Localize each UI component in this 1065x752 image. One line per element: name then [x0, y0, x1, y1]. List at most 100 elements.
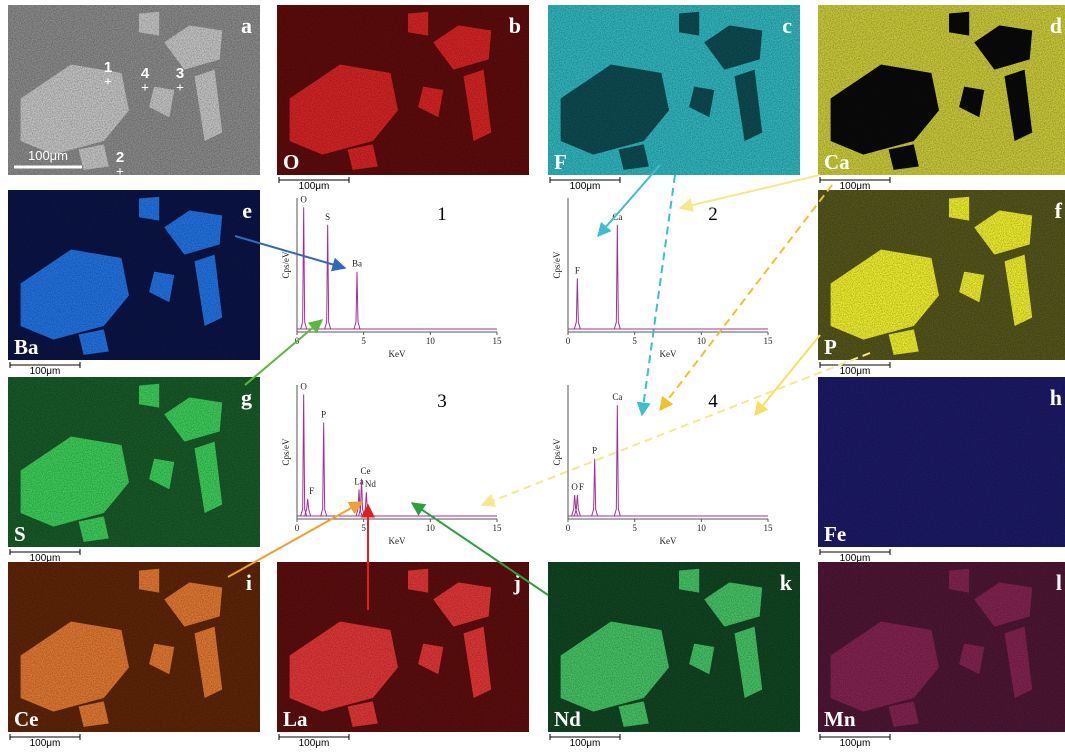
- speckle: [818, 377, 1065, 547]
- peak-label: F: [579, 482, 584, 492]
- x-axis-label: KeV: [389, 536, 406, 546]
- peak: [574, 278, 580, 329]
- x-axis-label: KeV: [660, 536, 677, 546]
- panel-letter: a: [241, 13, 252, 38]
- peak-label: S: [325, 212, 330, 222]
- point-label: 1: [104, 59, 112, 76]
- panel-letter: e: [242, 198, 252, 223]
- panel-letter: b: [509, 13, 521, 38]
- peak: [301, 394, 307, 516]
- peak: [305, 499, 311, 516]
- element-map: gS100μm: [8, 377, 260, 564]
- element-label: Fe: [824, 522, 846, 546]
- x-tick-label: 15: [764, 336, 774, 346]
- element-map: fP100μm: [818, 190, 1065, 377]
- scale-bar-label: 100μm: [840, 738, 871, 749]
- element-label: Ba: [14, 335, 39, 359]
- element-label: Mn: [824, 707, 856, 731]
- point-marker: +: [104, 75, 112, 90]
- point-marker: +: [176, 81, 184, 96]
- x-tick-label: 10: [426, 336, 436, 346]
- speckle: [818, 190, 1065, 360]
- peak: [614, 405, 620, 516]
- spectrum-number: 4: [708, 391, 718, 412]
- peak-label: P: [321, 410, 326, 420]
- panel-letter: c: [782, 13, 792, 38]
- x-axis-label: KeV: [660, 349, 677, 359]
- x-tick-label: 0: [566, 523, 571, 533]
- point-marker: +: [116, 165, 124, 180]
- peak-label: F: [309, 486, 314, 496]
- scale-bar-label: 100μm: [299, 181, 330, 192]
- element-map: b O100μm: [277, 5, 529, 192]
- peak: [321, 423, 327, 516]
- element-label: O: [283, 150, 299, 174]
- panel-letter: l: [1056, 570, 1062, 595]
- spectrum-number: 1: [437, 204, 447, 225]
- element-map: l Mn 100μm: [818, 562, 1065, 749]
- peak: [592, 459, 598, 516]
- element-label: Ce: [14, 707, 39, 731]
- element-map: i Ce 100μm: [8, 562, 260, 749]
- element-map: k Nd 100μm: [548, 562, 800, 749]
- scale-bar-label: 100μm: [30, 738, 61, 749]
- x-axis-label: KeV: [389, 349, 406, 359]
- y-axis-label: Cps/eV: [281, 438, 291, 466]
- element-label: F: [554, 150, 567, 174]
- peak-label: P: [592, 446, 597, 456]
- x-tick-label: 5: [361, 523, 366, 533]
- point-marker: +: [141, 81, 149, 96]
- scale-bar-label: 100μm: [840, 366, 871, 377]
- peak: [325, 225, 331, 329]
- peak-label: Ce: [361, 466, 371, 476]
- peak-label: Ba: [352, 259, 362, 269]
- x-tick-label: 5: [632, 336, 637, 346]
- element-label: P: [824, 335, 837, 359]
- speckle: [8, 377, 260, 547]
- peak-label: F: [575, 265, 580, 275]
- scale-bar-label: 100μm: [30, 366, 61, 377]
- x-tick-label: 15: [493, 523, 503, 533]
- scale-bar-label: 100μm: [570, 738, 601, 749]
- y-axis-label: Cps/eV: [552, 251, 562, 279]
- speckle: [8, 562, 260, 732]
- peak-label: O: [300, 381, 307, 391]
- x-tick-label: 10: [697, 336, 707, 346]
- spectrum-number: 3: [437, 391, 447, 412]
- y-axis-label: Cps/eV: [552, 438, 562, 466]
- peak-label: O: [571, 482, 578, 492]
- panel-letter: i: [246, 570, 252, 595]
- peak: [614, 225, 620, 329]
- peak: [301, 207, 307, 329]
- element-label: Ca: [824, 150, 850, 174]
- x-tick-label: 0: [295, 523, 300, 533]
- speckle: [277, 562, 529, 732]
- element-label: Nd: [554, 707, 581, 731]
- x-tick-label: 0: [566, 336, 571, 346]
- point-label: 2: [116, 149, 124, 166]
- peak-label: Nd: [365, 479, 376, 489]
- peak-label: O: [300, 194, 307, 204]
- x-tick-label: 10: [426, 523, 436, 533]
- element-label: S: [14, 522, 26, 546]
- panel-letter: k: [780, 570, 793, 595]
- panel-letter: d: [1050, 13, 1062, 38]
- x-tick-label: 15: [764, 523, 774, 533]
- point-label: 4: [141, 65, 150, 82]
- speckle: [548, 5, 800, 175]
- speckle: [818, 5, 1065, 175]
- scale-bar-label: 100μm: [570, 181, 601, 192]
- element-label: La: [283, 707, 308, 731]
- speckle: [8, 190, 260, 360]
- x-tick-label: 10: [697, 523, 707, 533]
- scale-bar-label: 100μm: [299, 738, 330, 749]
- arrows: [228, 165, 870, 610]
- peak: [354, 272, 360, 329]
- speckle: [548, 562, 800, 732]
